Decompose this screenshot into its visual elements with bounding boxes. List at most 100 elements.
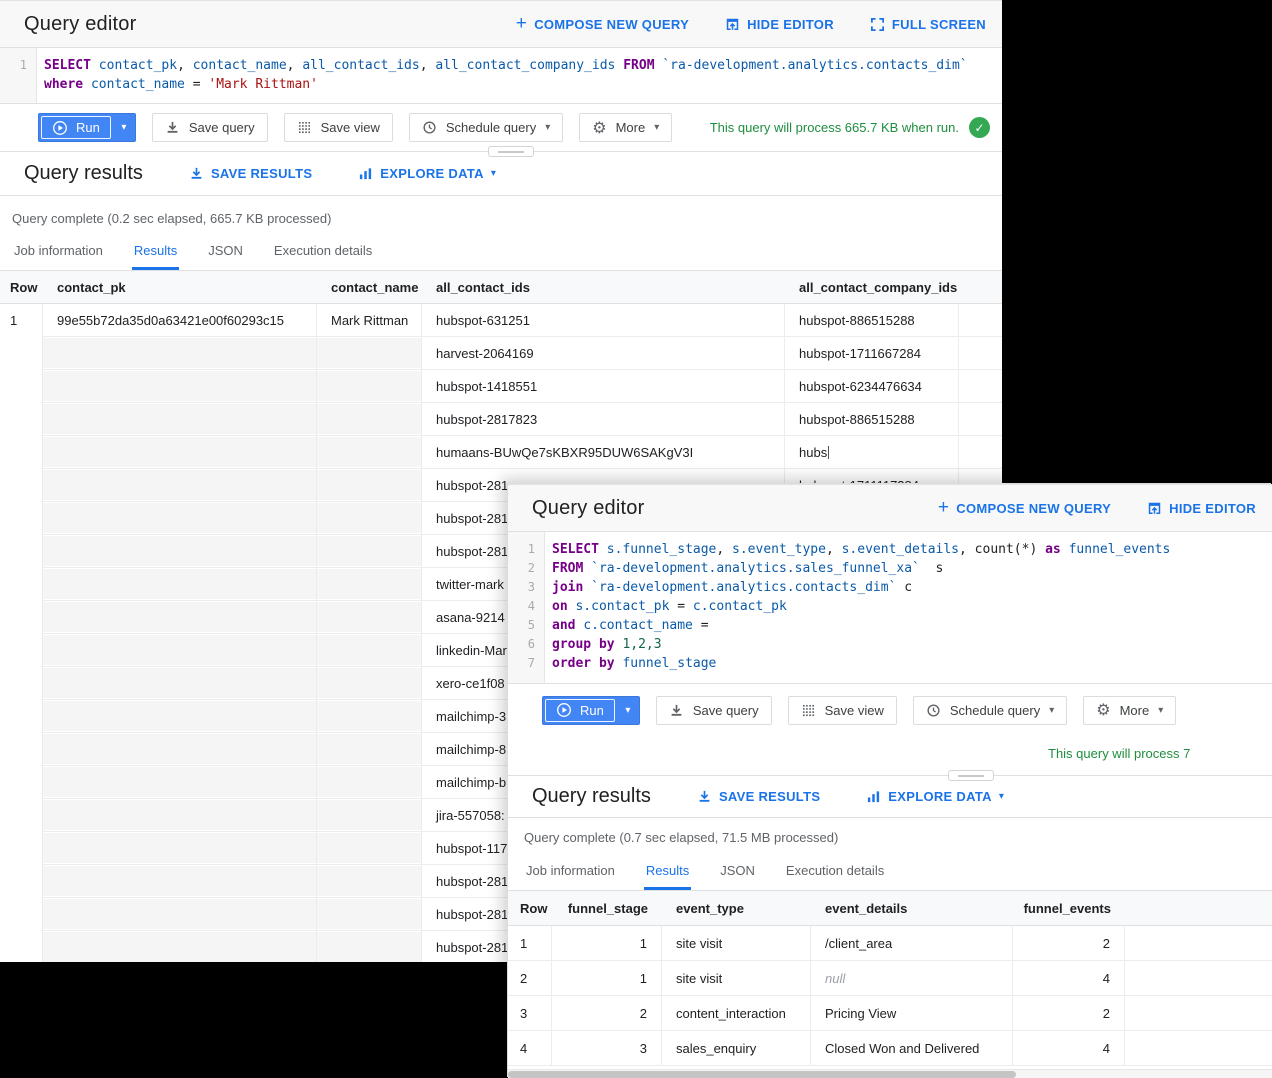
- compose-new-query-button[interactable]: + COMPOSE NEW QUERY: [515, 13, 690, 34]
- table-cell: [1125, 961, 1272, 996]
- query-results-header: Query results SAVE RESULTS EXPLORE DATA …: [0, 152, 1002, 196]
- hide-editor-button[interactable]: HIDE EDITOR: [725, 17, 834, 32]
- column-header-spacer: [959, 271, 1002, 303]
- table-cell: [317, 403, 422, 436]
- sql-editor[interactable]: 1 SELECT contact_pk, contact_name, all_co…: [0, 48, 1002, 104]
- sql-editor[interactable]: 1 SELECT s.funnel_stage, s.event_type, s.…: [508, 532, 1272, 684]
- table-cell: 4: [1013, 1031, 1125, 1066]
- column-header: contact_pk: [57, 279, 126, 295]
- more-button[interactable]: ⚙ More ▾: [579, 113, 673, 142]
- tab-execution-details[interactable]: Execution details: [273, 243, 373, 258]
- table-cell: [317, 667, 422, 700]
- table-cell: [0, 733, 43, 766]
- schedule-query-button[interactable]: Schedule query ▾: [912, 695, 1068, 725]
- query-editor-header: Query editor + COMPOSE NEW QUERY HIDE ED…: [0, 0, 1002, 48]
- table-cell: 4: [1013, 961, 1125, 996]
- table-cell: 3: [508, 996, 552, 1031]
- explore-data-button[interactable]: EXPLORE DATA ▾: [866, 789, 1004, 804]
- table-cell: [43, 832, 317, 865]
- column-header: event_type: [676, 900, 744, 916]
- table-cell: [0, 502, 43, 535]
- compose-new-query-button[interactable]: + COMPOSE NEW QUERY: [937, 497, 1112, 518]
- query-complete-status: Query complete (0.7 sec elapsed, 71.5 MB…: [524, 830, 839, 845]
- table-cell: hubspot-631251: [422, 304, 785, 337]
- play-icon: [556, 702, 572, 718]
- resize-handle[interactable]: [948, 770, 994, 781]
- save-query-button[interactable]: Save query: [655, 695, 772, 725]
- table-row: hubspot-281: [0, 898, 1002, 931]
- table-cell: [317, 634, 422, 667]
- explore-data-button[interactable]: EXPLORE DATA ▾: [358, 166, 496, 181]
- results-tab-bar: Job information Results JSON Execution deta…: [508, 854, 1272, 890]
- table-cell: [317, 370, 422, 403]
- hide-editor-button[interactable]: HIDE EDITOR: [1147, 501, 1256, 516]
- tab-results[interactable]: Results: [131, 243, 180, 270]
- plus-icon: +: [515, 13, 528, 34]
- full-screen-button[interactable]: FULL SCREEN: [870, 17, 986, 32]
- table-cell: [959, 436, 1002, 469]
- table-cell: hubspot-1418551: [422, 370, 785, 403]
- table-cell: [317, 337, 422, 370]
- table-row: hubspot-281: [0, 865, 1002, 898]
- table-cell: [317, 733, 422, 766]
- table-cell: [43, 502, 317, 535]
- table-row: hubspot-1418551 hubspot-6234476634: [0, 370, 1002, 403]
- save-view-button[interactable]: Save view: [787, 695, 897, 725]
- sql-line: 3 join `ra-development.analytics.contacts…: [527, 580, 913, 595]
- table-cell: hubspot-2817823: [422, 403, 785, 436]
- table-cell: [0, 931, 43, 962]
- schedule-query-button[interactable]: Schedule query ▾: [408, 113, 564, 142]
- table-cell: hubspot-6234476634: [785, 370, 959, 403]
- bar-chart-icon: [866, 789, 881, 804]
- tab-execution-details[interactable]: Execution details: [785, 863, 885, 878]
- table-row: humaans-BUwQe7sKBXR95DUW6SAKgV3I hubs: [0, 436, 1002, 469]
- table-cell: [0, 667, 43, 700]
- table-cell: hubspot-1711667284: [785, 337, 959, 370]
- table-header-row: Row contact_pk contact_name all_contact_ids…: [0, 270, 1002, 304]
- resize-handle[interactable]: [488, 146, 534, 157]
- table-row: 1 1 site visit/client_area 2: [508, 926, 1272, 961]
- clock-icon: [926, 703, 941, 718]
- table-cell: [317, 700, 422, 733]
- run-dropdown-caret[interactable]: ▾: [121, 122, 127, 133]
- table-cell: [43, 601, 317, 634]
- table-cell: 4: [508, 1031, 552, 1066]
- contacts-results-table: Row contact_pk contact_name all_contact_ids…: [0, 270, 1002, 962]
- table-cell: [43, 568, 317, 601]
- scrollbar-thumb[interactable]: [508, 1071, 1016, 1078]
- save-results-button[interactable]: SAVE RESULTS: [189, 166, 312, 181]
- tab-job-information[interactable]: Job information: [14, 243, 103, 258]
- table-cell: [0, 634, 43, 667]
- run-dropdown-caret[interactable]: ▾: [625, 704, 631, 716]
- save-query-button[interactable]: Save query: [151, 113, 268, 142]
- column-header: all_contact_company_ids: [799, 279, 958, 295]
- table-cell: [317, 931, 422, 962]
- save-view-button[interactable]: Save view: [283, 113, 393, 142]
- table-cell: [43, 766, 317, 799]
- table-cell: site visit: [662, 926, 811, 961]
- table-cell: 1: [508, 926, 552, 961]
- more-button[interactable]: ⚙ More ▾: [1083, 695, 1177, 725]
- table-cell: [317, 766, 422, 799]
- download-icon: [697, 789, 712, 804]
- query-results-title: Query results: [24, 162, 143, 184]
- table-cell: [0, 370, 43, 403]
- save-results-button[interactable]: SAVE RESULTS: [697, 789, 820, 804]
- horizontal-scrollbar[interactable]: [508, 1069, 1272, 1078]
- tab-job-information[interactable]: Job information: [526, 863, 615, 878]
- tab-results[interactable]: Results: [643, 863, 692, 890]
- column-header: event_details: [825, 900, 908, 916]
- run-button[interactable]: Run ▾: [542, 695, 640, 725]
- table-row: hubspot-281: [0, 931, 1002, 962]
- table-cell: [0, 700, 43, 733]
- table-cell: [43, 469, 317, 502]
- table-cell: [0, 766, 43, 799]
- table-cell: [0, 601, 43, 634]
- tab-json[interactable]: JSON: [720, 863, 755, 878]
- valid-check-icon: ✓: [969, 117, 990, 138]
- grid-icon: [297, 120, 312, 135]
- run-button[interactable]: Run ▾: [38, 113, 136, 142]
- query-toolbar: Run ▾ Save query Save view Schedule quer…: [0, 104, 1002, 157]
- tab-json[interactable]: JSON: [208, 243, 243, 258]
- table-cell: hubspot-886515288: [785, 403, 959, 436]
